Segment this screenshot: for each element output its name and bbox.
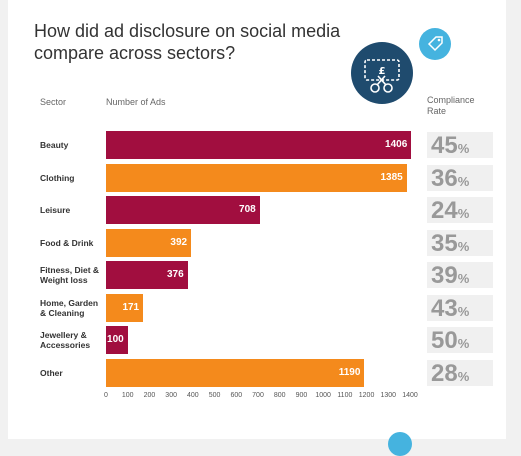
compliance-rate: 45%	[427, 132, 493, 158]
bar: 392	[106, 228, 192, 257]
bar: 1406	[106, 131, 412, 159]
bar-value-label: 708	[239, 204, 256, 215]
bar: 1385	[106, 163, 407, 192]
sector-label: Other	[40, 367, 63, 378]
x-tick-label: 400	[187, 392, 199, 399]
x-tick-label: 1100	[337, 392, 353, 399]
compliance-rate: 24%	[427, 197, 493, 223]
compliance-rate-value: 28%	[431, 359, 470, 387]
sector-label: Beauty	[40, 140, 69, 150]
ads-header: Number of Ads	[106, 97, 166, 107]
compliance-rate: 39%	[427, 262, 493, 288]
x-tick-label: 100	[121, 392, 134, 399]
sector-label: Food & Drink	[40, 237, 94, 248]
x-tick-label: 600	[230, 392, 243, 399]
bar: 100	[106, 326, 128, 354]
bar-value-label: 171	[122, 301, 140, 313]
x-tick-label: 500	[208, 392, 221, 399]
chart-title: How did ad disclosure on social media co…	[34, 21, 341, 63]
sector-header: Sector	[40, 97, 67, 107]
x-tick-label: 800	[273, 392, 286, 399]
ticket-scissors-icon: £	[351, 42, 413, 104]
compliance-rate: 28%	[427, 359, 493, 387]
x-tick-label: 200	[143, 392, 156, 399]
bar-value-label: 1190	[338, 366, 361, 378]
x-tick-label: 700	[252, 392, 264, 399]
bar-value-label: 1385	[380, 171, 403, 183]
compliance-rate-value: 39%	[431, 262, 470, 289]
compliance-rate: 50%	[427, 327, 493, 353]
compliance-rate-value: 35%	[431, 229, 470, 257]
compliance-rate-value: 24%	[431, 197, 470, 224]
partial-badge-icon	[388, 432, 412, 456]
compliance-rate-value: 36%	[431, 164, 470, 192]
bar-value-label: 376	[166, 269, 184, 280]
percent-sign: %	[457, 238, 470, 254]
x-tick-label: 1400	[402, 392, 418, 399]
bar: 376	[106, 261, 188, 289]
compliance-rate-value: 45%	[431, 132, 470, 159]
bar: 1190	[106, 358, 365, 387]
percent-sign: %	[457, 206, 470, 221]
compliance-rate: 36%	[427, 164, 493, 192]
x-tick-label: 0	[104, 392, 108, 399]
svg-text:£: £	[379, 66, 386, 77]
sector-label: Fitness, Diet & Weight loss	[40, 265, 100, 285]
bar: 171	[106, 293, 144, 322]
x-tick-label: 1200	[358, 392, 375, 399]
sector-label: Home, Garden & Cleaning	[40, 297, 99, 318]
compliance-rate: 35%	[427, 229, 493, 257]
percent-sign: %	[457, 336, 470, 351]
x-tick-label: 900	[295, 392, 308, 399]
compliance-rate: 43%	[427, 294, 493, 322]
percent-sign: %	[457, 368, 470, 384]
x-tick-label: 1000	[315, 392, 331, 399]
price-tag-icon	[419, 28, 451, 60]
x-tick-label: 300	[165, 392, 177, 399]
percent-sign: %	[457, 303, 470, 319]
bar-value-label: 392	[170, 236, 188, 248]
compliance-rate-value: 43%	[431, 294, 470, 322]
percent-sign: %	[457, 173, 470, 189]
sector-label: Clothing	[40, 172, 75, 183]
x-tick-label: 1300	[380, 392, 397, 399]
bar: 708	[106, 196, 260, 224]
percent-sign: %	[457, 271, 470, 286]
bar-value-label: 1406	[385, 139, 408, 150]
rate-header: Compliance Rate	[427, 95, 475, 116]
compliance-rate-value: 50%	[431, 327, 470, 354]
sector-label: Leisure	[40, 205, 71, 215]
bar-value-label: 100	[107, 334, 124, 345]
percent-sign: %	[457, 141, 470, 156]
sector-label: Jewellery & Accessories	[40, 330, 91, 350]
